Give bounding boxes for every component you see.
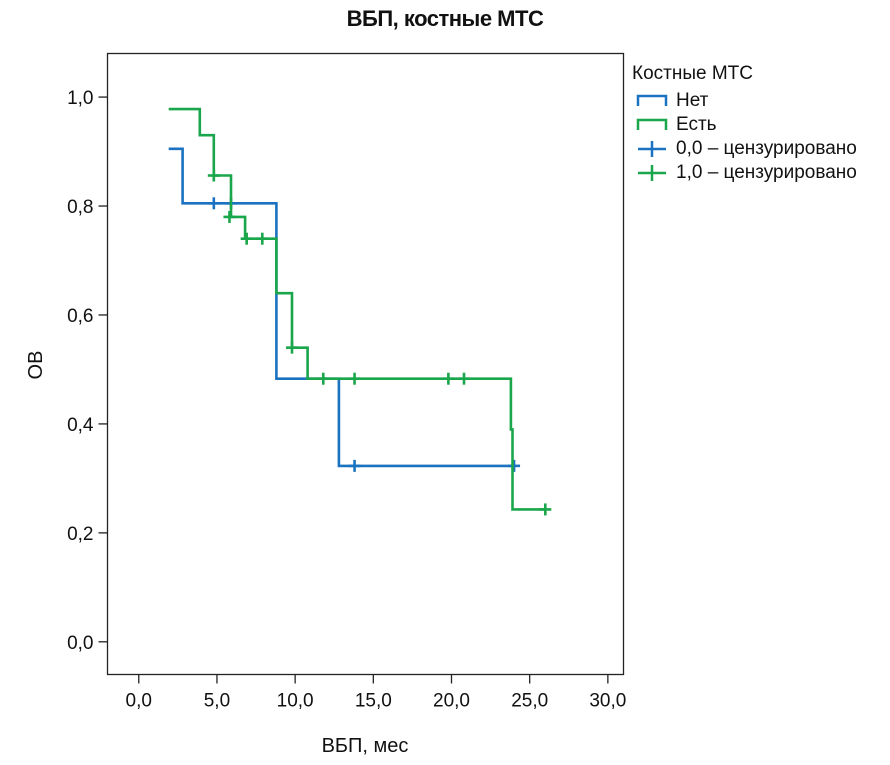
x-axis-title: ВБП, мес: [322, 735, 409, 757]
plot-frame: [106, 52, 625, 676]
x-tick-label: 15,0: [355, 691, 392, 712]
y-axis: 0,0 0,2 0,4 0,6 0,8 1,0: [67, 88, 108, 654]
legend-swatch-censored-1: [638, 165, 666, 181]
x-tick-label: 30,0: [589, 691, 626, 712]
x-axis: 0,0 5,0 10,0 15,0 20,0 25,0 30,0: [126, 674, 626, 712]
legend-label-est: Есть: [676, 114, 717, 135]
legend-item-censored-0: 0,0 – цензурировано: [632, 137, 857, 161]
y-tick-label: 0,0: [67, 633, 93, 654]
legend-swatch-net: [636, 94, 668, 106]
y-tick-label: 1,0: [67, 88, 93, 109]
series-layer: [168, 107, 552, 516]
legend-label-censored-1: 1,0 – цензурировано: [676, 162, 857, 183]
y-axis-title: ОВ: [25, 351, 47, 380]
legend-label-net: Нет: [676, 90, 709, 111]
legend-item-net: Нет: [632, 89, 857, 113]
legend-swatch-censored-0: [638, 141, 666, 157]
y-tick-label: 0,8: [67, 197, 93, 218]
chart-title: ВБП, костные МТС: [346, 6, 544, 31]
x-tick-label: 5,0: [204, 691, 230, 712]
legend-swatch-est: [636, 118, 668, 130]
x-tick-label: 25,0: [511, 691, 548, 712]
series-line-est: [168, 107, 547, 511]
legend-title: Костные МТС: [632, 63, 753, 84]
y-tick-label: 0,6: [67, 306, 93, 327]
x-tick-label: 0,0: [126, 691, 152, 712]
x-tick-label: 10,0: [277, 691, 314, 712]
y-tick-label: 0,2: [67, 524, 93, 545]
series-line-net: [168, 147, 516, 468]
legend: Костные МТС Нет Есть 0,0 – цензурировано…: [632, 62, 857, 185]
legend-label-censored-0: 0,0 – цензурировано: [676, 138, 857, 159]
y-tick-label: 0,4: [67, 415, 94, 436]
x-tick-label: 20,0: [433, 691, 470, 712]
legend-item-censored-1: 1,0 – цензурировано: [632, 161, 857, 185]
legend-item-est: Есть: [632, 113, 857, 137]
